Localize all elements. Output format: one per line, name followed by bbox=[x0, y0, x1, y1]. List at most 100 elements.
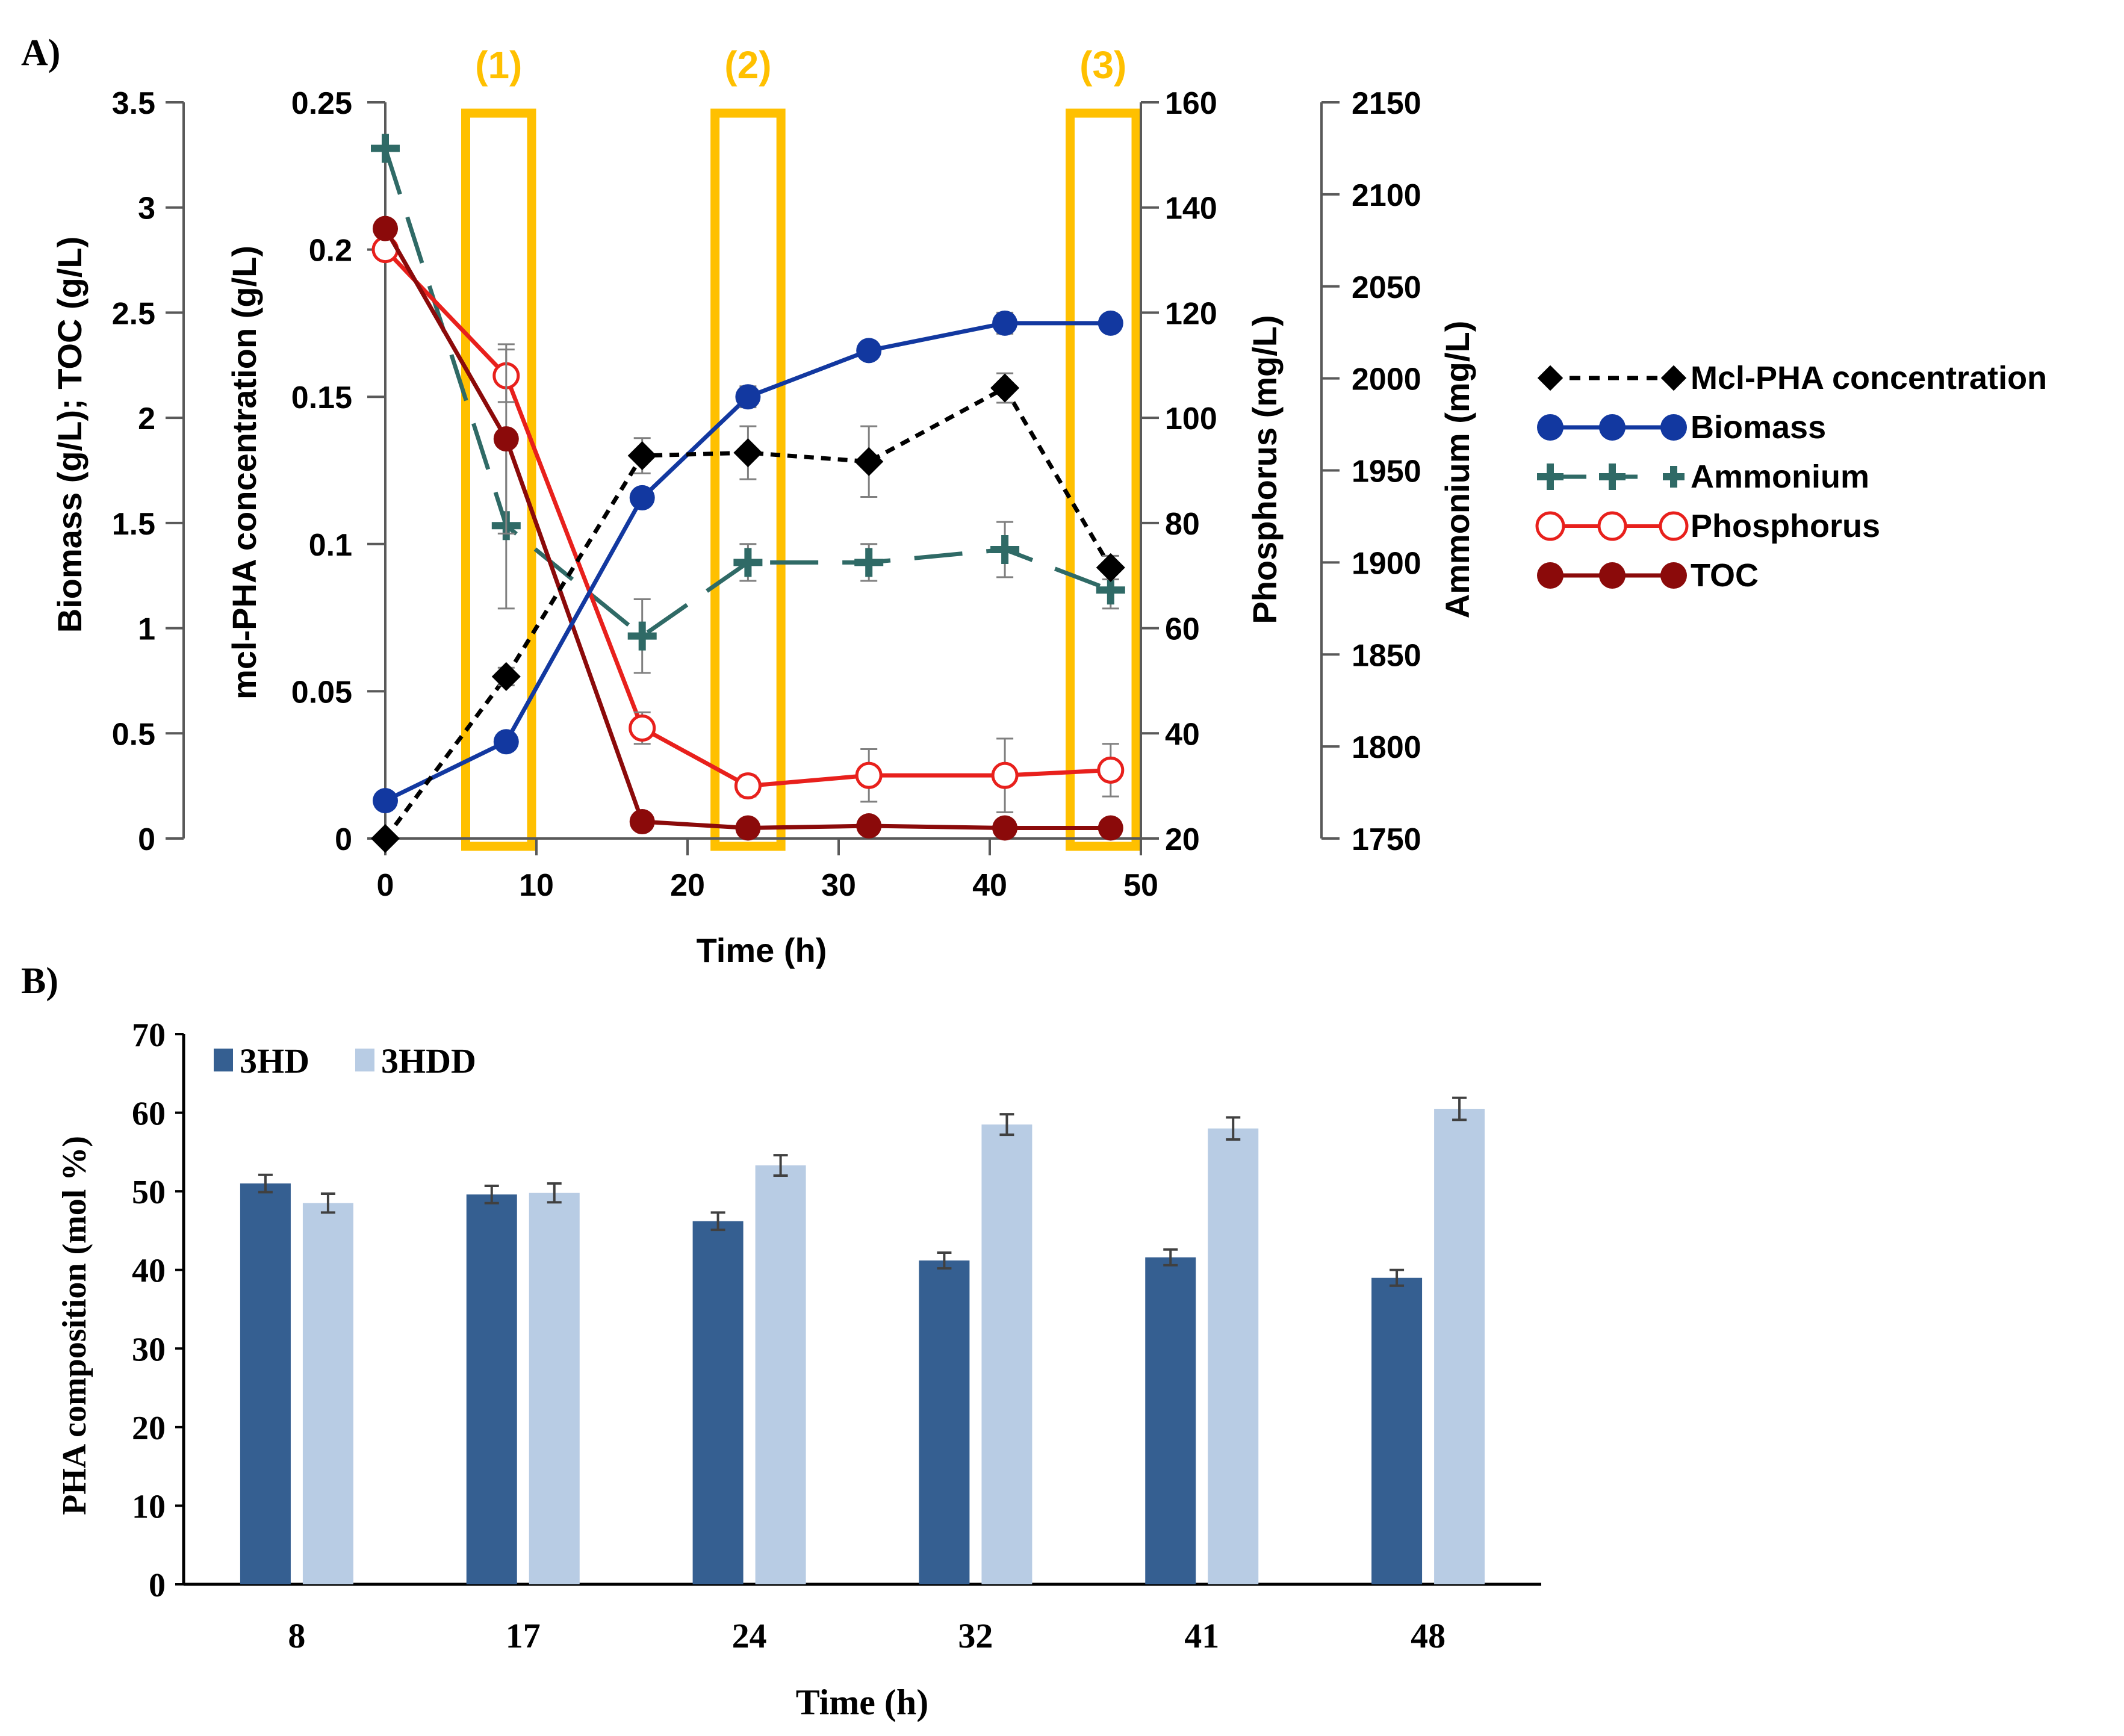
legend-marker-toc-end bbox=[1660, 562, 1687, 589]
phosphorus-tick-label: 140 bbox=[1165, 191, 1217, 226]
legend-marker-ammonium-end bbox=[1663, 466, 1685, 488]
data-point bbox=[991, 761, 1019, 789]
panel-a-series bbox=[370, 134, 1125, 854]
x-tick-label: 0 bbox=[377, 868, 394, 903]
panel-b-x-tick-label: 24 bbox=[732, 1616, 767, 1655]
ammonium-tick-label: 1950 bbox=[1352, 454, 1421, 489]
bar-3hdd bbox=[981, 1124, 1032, 1584]
legend-marker-biomass-end bbox=[1660, 414, 1687, 441]
highlight-box-1 bbox=[461, 108, 536, 851]
data-point bbox=[493, 426, 519, 452]
legend-marker-toc bbox=[1537, 562, 1564, 589]
data-point bbox=[734, 772, 762, 800]
data-point bbox=[735, 384, 761, 410]
panel-b-y-tick-label: 10 bbox=[132, 1488, 166, 1525]
legend-label-phosphorus: Phosphorus bbox=[1691, 508, 1880, 544]
panel-b-y-tick-label: 20 bbox=[132, 1410, 166, 1447]
phosphorus-tick-label: 20 bbox=[1165, 822, 1200, 857]
biomass-toc-axis-title: Biomass (g/L); TOC (g/L) bbox=[51, 237, 88, 633]
highlight-label-1: (1) bbox=[475, 43, 522, 87]
legend-marker-biomass-mid bbox=[1599, 414, 1626, 441]
biomass_toc-tick-label: 3 bbox=[138, 191, 155, 226]
x-tick-label: 40 bbox=[972, 868, 1007, 903]
panel-b-bars: 8 17 24 32 41 48 bbox=[240, 1096, 1485, 1655]
highlight-label-3: (3) bbox=[1079, 43, 1126, 87]
panel-b-y-tick-label: 60 bbox=[132, 1096, 166, 1133]
pha-tick-label: 0 bbox=[335, 822, 352, 857]
data-point bbox=[855, 761, 883, 789]
panel-b-y-tick-label: 50 bbox=[132, 1174, 166, 1211]
ammonium-tick-label: 1750 bbox=[1352, 822, 1421, 857]
panel-b-x-tick-label: 41 bbox=[1184, 1616, 1219, 1655]
ammonium-tick-label: 2100 bbox=[1352, 178, 1421, 213]
ammonium-tick-label: 1800 bbox=[1352, 730, 1421, 765]
biomass_toc-tick-label: 2.5 bbox=[112, 296, 155, 331]
data-point bbox=[992, 310, 1018, 336]
data-point bbox=[733, 548, 763, 577]
data-point bbox=[1097, 756, 1125, 784]
ammonium-tick-label: 1850 bbox=[1352, 638, 1421, 673]
phosphorus-axis-title: Phosphorus (mg/L) bbox=[1246, 315, 1284, 624]
biomass_toc-tick-label: 1.5 bbox=[112, 507, 155, 542]
biomass_toc-tick-label: 0 bbox=[138, 822, 155, 857]
legend-item-biomass: Biomass bbox=[1537, 409, 1826, 445]
bar-3hdd bbox=[755, 1165, 806, 1584]
data-point bbox=[992, 815, 1018, 841]
ammonium-tick-label: 2150 bbox=[1352, 86, 1421, 121]
legend-marker-phosphorus-end bbox=[1659, 511, 1689, 541]
biomass_toc-tick-label: 2 bbox=[138, 401, 155, 436]
phosphorus-tick-label: 40 bbox=[1165, 717, 1200, 752]
phosphorus-tick-label: 60 bbox=[1165, 612, 1200, 647]
legend-item-phosphorus: Phosphorus bbox=[1535, 508, 1880, 544]
phosphorus-tick-label: 160 bbox=[1165, 86, 1217, 121]
panel-b-y-tick-label: 30 bbox=[132, 1331, 166, 1368]
bar-3hd bbox=[919, 1260, 970, 1584]
legend-marker-phosphorus-mid bbox=[1597, 511, 1627, 541]
legend-label-ammonium: Ammonium bbox=[1691, 459, 1869, 495]
highlight-boxes: (1) (2) (3) bbox=[461, 43, 1141, 851]
panel-b-x-tick-label: 17 bbox=[506, 1616, 541, 1655]
highlight-box-2 bbox=[710, 108, 786, 851]
bar-3hd bbox=[240, 1183, 291, 1584]
pha-tick-label: 0.25 bbox=[291, 86, 352, 121]
data-point bbox=[856, 338, 882, 364]
highlight-box-3 bbox=[1066, 108, 1141, 851]
legend-label-toc: TOC bbox=[1691, 557, 1759, 594]
panel-a-x-axis-title: Time (h) bbox=[697, 931, 827, 969]
legend-marker-biomass bbox=[1537, 414, 1564, 441]
panel-b-y-tick-label: 70 bbox=[132, 1017, 166, 1054]
ammonium-axis-title: Ammonium (mg/L) bbox=[1438, 321, 1476, 619]
bar-3hd bbox=[1371, 1277, 1423, 1584]
bar-3hdd bbox=[1434, 1109, 1485, 1584]
data-point bbox=[627, 621, 657, 651]
ammonium-tick-label: 2050 bbox=[1352, 270, 1421, 305]
phosphorus-tick-label: 100 bbox=[1165, 401, 1217, 436]
data-point bbox=[856, 813, 882, 839]
pha-tick-label: 0.05 bbox=[291, 675, 352, 710]
legend-swatch-3hd bbox=[214, 1049, 233, 1071]
bar-3hdd bbox=[529, 1192, 580, 1584]
bar-3hd bbox=[692, 1221, 744, 1584]
data-point bbox=[1098, 310, 1123, 336]
data-point bbox=[629, 715, 656, 742]
bar-3hd bbox=[1145, 1257, 1196, 1584]
panel-a-axes: 0 0.5 1 1.5 2 2.5 3 3.5 0 0.05 0.1 0.15 0.2 0.25 20 40 6… bbox=[112, 86, 1421, 903]
legend-swatch-3hdd bbox=[355, 1049, 374, 1071]
data-point bbox=[373, 215, 398, 241]
panel-a-line-chart: A) (1) (2) (3) 0 0.5 1 1.5 2 2.5 3 3.5 0 0.05 0.1 0.1… bbox=[21, 33, 2047, 969]
panel-b-axes: 0 10 20 30 40 50 60 70 bbox=[132, 1017, 1541, 1604]
data-point bbox=[629, 485, 655, 510]
panel-b-y-tick-label: 0 bbox=[149, 1567, 166, 1604]
panel-b-y-tick-label: 40 bbox=[132, 1253, 166, 1290]
panel-b-y-axis-title: PHA composition (mol %) bbox=[56, 1136, 93, 1515]
x-tick-label: 50 bbox=[1123, 868, 1158, 903]
legend-marker-ammonium-mid bbox=[1599, 463, 1626, 490]
pha-axis-title: mcl-PHA concentration (g/L) bbox=[225, 246, 263, 699]
legend-marker-phosphorus bbox=[1535, 511, 1565, 541]
pha-tick-label: 0.1 bbox=[309, 528, 352, 563]
panel-b-bar-chart: B) 0 10 20 30 40 50 60 70 8 17 24 32 41 48 PHA compo… bbox=[21, 961, 1541, 1722]
panel-b-label: B) bbox=[21, 961, 58, 1002]
panel-b-x-tick-label: 8 bbox=[288, 1616, 305, 1655]
data-point bbox=[629, 809, 655, 835]
